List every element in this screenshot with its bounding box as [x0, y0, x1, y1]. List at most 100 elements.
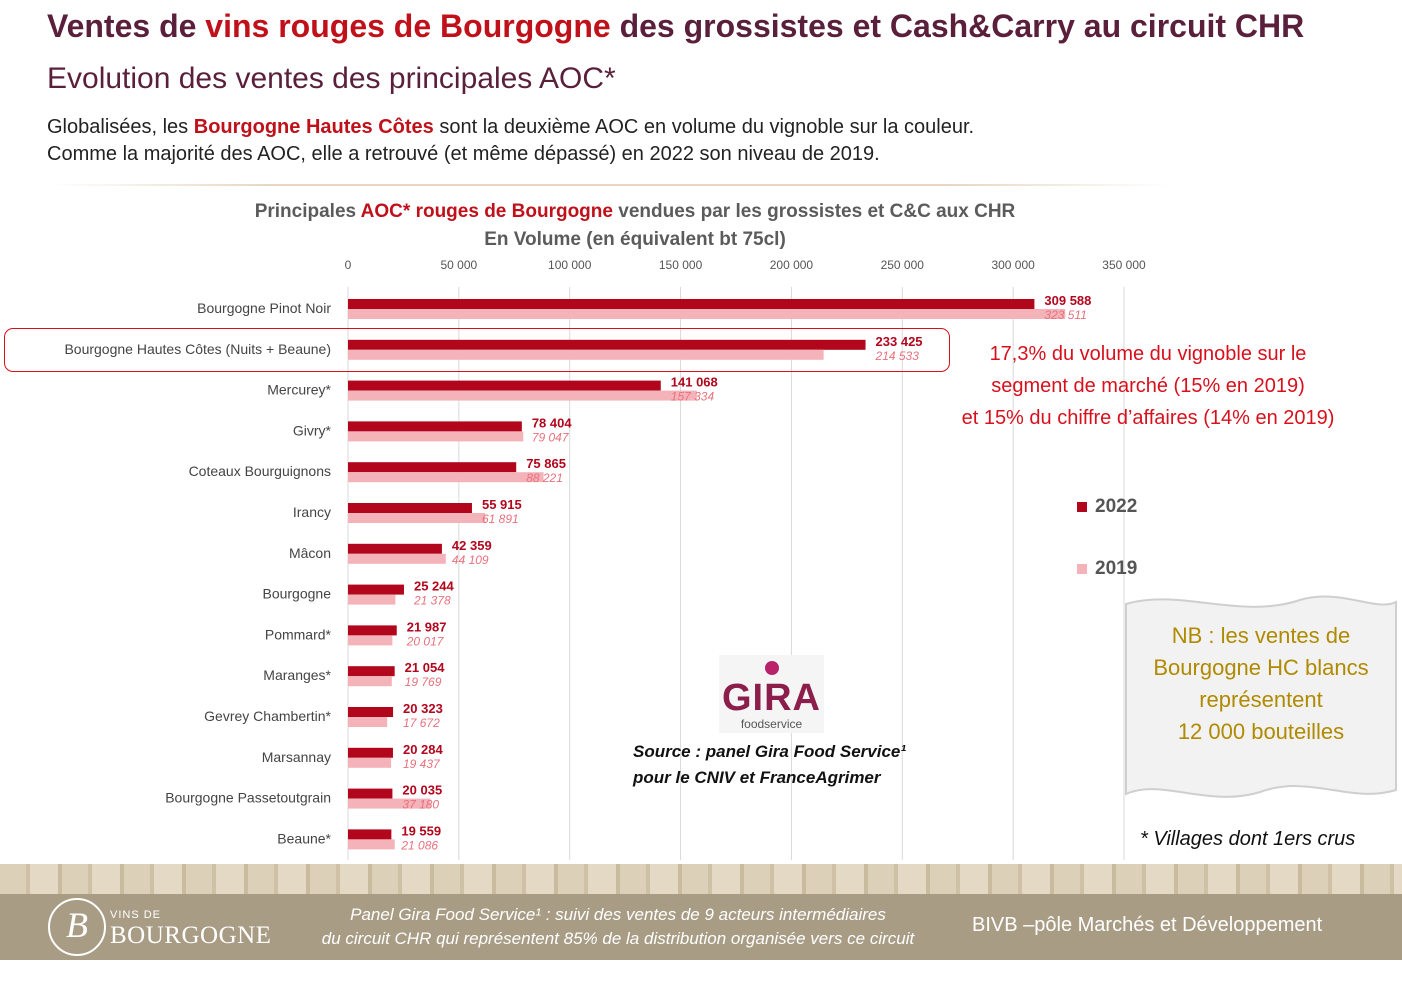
- bar-2019: [348, 309, 1066, 319]
- bar-2019: [348, 717, 388, 727]
- data-label-2022: 20 035: [402, 783, 442, 798]
- data-label-2022: 309 588: [1044, 293, 1091, 308]
- bar-2019: [348, 349, 824, 360]
- data-label-2019: 214 533: [875, 349, 920, 363]
- x-tick-label: 150 000: [659, 258, 703, 272]
- category-label: Bourgogne Hautes Côtes (Nuits + Beaune): [64, 341, 331, 357]
- category-label: Mâcon: [289, 545, 331, 561]
- bar-2019: [348, 390, 697, 401]
- bar-2019: [348, 839, 395, 850]
- category-label: Givry*: [293, 422, 332, 438]
- data-label-2022: 42 359: [452, 538, 492, 553]
- data-label-2019: 21 378: [413, 594, 451, 608]
- intro-text: Globalisées, les Bourgogne Hautes Côtes …: [47, 116, 975, 165]
- data-label-2022: 75 865: [526, 456, 566, 471]
- bar-2019: [348, 594, 396, 605]
- share-annotation: 17,3% du volume du vignoble sur le segme…: [961, 343, 1335, 429]
- gira-dot-icon: [765, 661, 779, 675]
- category-label: Beaune*: [277, 830, 331, 846]
- bar-2022: [348, 299, 1035, 309]
- data-label-2022: 20 284: [403, 742, 444, 757]
- category-label: Irancy: [293, 504, 331, 520]
- data-label-2019: 323 511: [1044, 308, 1087, 322]
- page-subtitle: Evolution des ventes des principales AOC…: [47, 62, 616, 95]
- footer-credit: BIVB –pôle Marchés et Développement: [972, 914, 1323, 936]
- category-label: Marsannay: [262, 749, 331, 765]
- bar-2022: [348, 380, 661, 391]
- bar-2022: [348, 584, 404, 595]
- bar-2022: [348, 339, 866, 350]
- bar-2022: [348, 788, 393, 799]
- x-tick-label: 100 000: [548, 258, 592, 272]
- category-label: Bourgogne Pinot Noir: [197, 300, 331, 316]
- bourgogne-logo-icon: B: [48, 898, 106, 956]
- data-label-2022: 78 404: [532, 415, 573, 430]
- bar-2019: [348, 431, 524, 442]
- logo-small-text: VINS DE: [110, 909, 162, 921]
- nb-scroll-box: [1125, 595, 1397, 798]
- data-label-2019: 19 437: [403, 757, 441, 771]
- legend-2019: 2019: [1077, 558, 1137, 580]
- bar-2022: [348, 707, 394, 717]
- divider: [50, 184, 1170, 186]
- data-label-2022: 25 244: [414, 579, 455, 594]
- data-label-2019: 88 221: [526, 471, 563, 485]
- data-label-2019: 19 769: [405, 675, 442, 689]
- category-label: Bourgogne Passetoutgrain: [165, 790, 331, 806]
- bar-2019: [348, 635, 393, 646]
- category-label: Coteaux Bourguignons: [189, 463, 331, 479]
- footer-note: Panel Gira Food Service¹ : suivi des ven…: [321, 905, 915, 948]
- x-tick-label: 300 000: [991, 258, 1035, 272]
- data-label-2019: 21 086: [400, 838, 438, 852]
- bar-2022: [348, 421, 522, 432]
- gira-logo: GIRA foodservice: [719, 655, 824, 733]
- x-tick-label: 0: [345, 258, 352, 272]
- stone-band: [0, 864, 1402, 894]
- x-tick-label: 200 000: [770, 258, 814, 272]
- legend-swatch-2022: [1077, 501, 1087, 512]
- bar-2022: [348, 625, 397, 636]
- nb-note: NB : les ventes de Bourgogne HC blancs r…: [1153, 623, 1369, 744]
- chart-subtitle: En Volume (en équivalent bt 75cl): [484, 229, 786, 250]
- category-label: Mercurey*: [267, 382, 331, 398]
- category-label: Bourgogne: [262, 586, 331, 602]
- legend-swatch-2019: [1077, 563, 1087, 574]
- data-label-2019: 17 672: [403, 716, 440, 730]
- bar-2022: [348, 462, 517, 473]
- data-label-2019: 157 334: [671, 390, 715, 404]
- data-label-2022: 21 054: [405, 660, 446, 675]
- bar-2019: [348, 676, 392, 687]
- bar-2019: [348, 798, 431, 809]
- bar-2019: [348, 513, 486, 523]
- bar-2022: [348, 503, 472, 513]
- data-label-2022: 233 425: [876, 334, 923, 349]
- bar-2022: [348, 666, 395, 677]
- footer-bar: [0, 894, 1402, 960]
- data-label-2019: 79 047: [532, 430, 570, 444]
- category-label: Maranges*: [263, 667, 331, 683]
- bar-2019: [348, 472, 544, 483]
- data-label-2019: 61 891: [482, 512, 519, 526]
- legend-2022: 2022: [1077, 496, 1137, 518]
- bar-2019: [348, 553, 446, 564]
- data-label-2022: 19 559: [401, 823, 441, 838]
- villages-footnote: * Villages dont 1ers crus: [1140, 828, 1356, 850]
- data-label-2022: 141 068: [671, 375, 718, 390]
- chart-title: Principales AOC* rouges de Bourgogne ven…: [140, 198, 1130, 254]
- page-title: Ventes de vins rouges de Bourgogne des g…: [47, 8, 1305, 44]
- x-tick-label: 50 000: [441, 258, 478, 272]
- bar-2022: [348, 543, 442, 554]
- highlight-box: [4, 328, 950, 372]
- source-note: Source : panel Gira Food Service¹ pour l…: [633, 742, 907, 787]
- data-label-2019: 37 180: [402, 798, 439, 812]
- bar-2022: [348, 829, 392, 840]
- x-tick-label: 250 000: [881, 258, 925, 272]
- bar-chart: 0 50 000 100 000 150 000 200 000 250 000 300 0…: [64, 258, 1146, 860]
- logo-big-text: BOURGOGNE: [110, 922, 272, 949]
- data-label-2019: 20 017: [406, 634, 445, 648]
- data-label-2019: 44 109: [452, 553, 489, 567]
- x-tick-label: 350 000: [1102, 258, 1146, 272]
- category-label: Pommard*: [265, 626, 332, 642]
- data-label-2022: 20 323: [403, 701, 443, 716]
- bar-2019: [348, 757, 392, 768]
